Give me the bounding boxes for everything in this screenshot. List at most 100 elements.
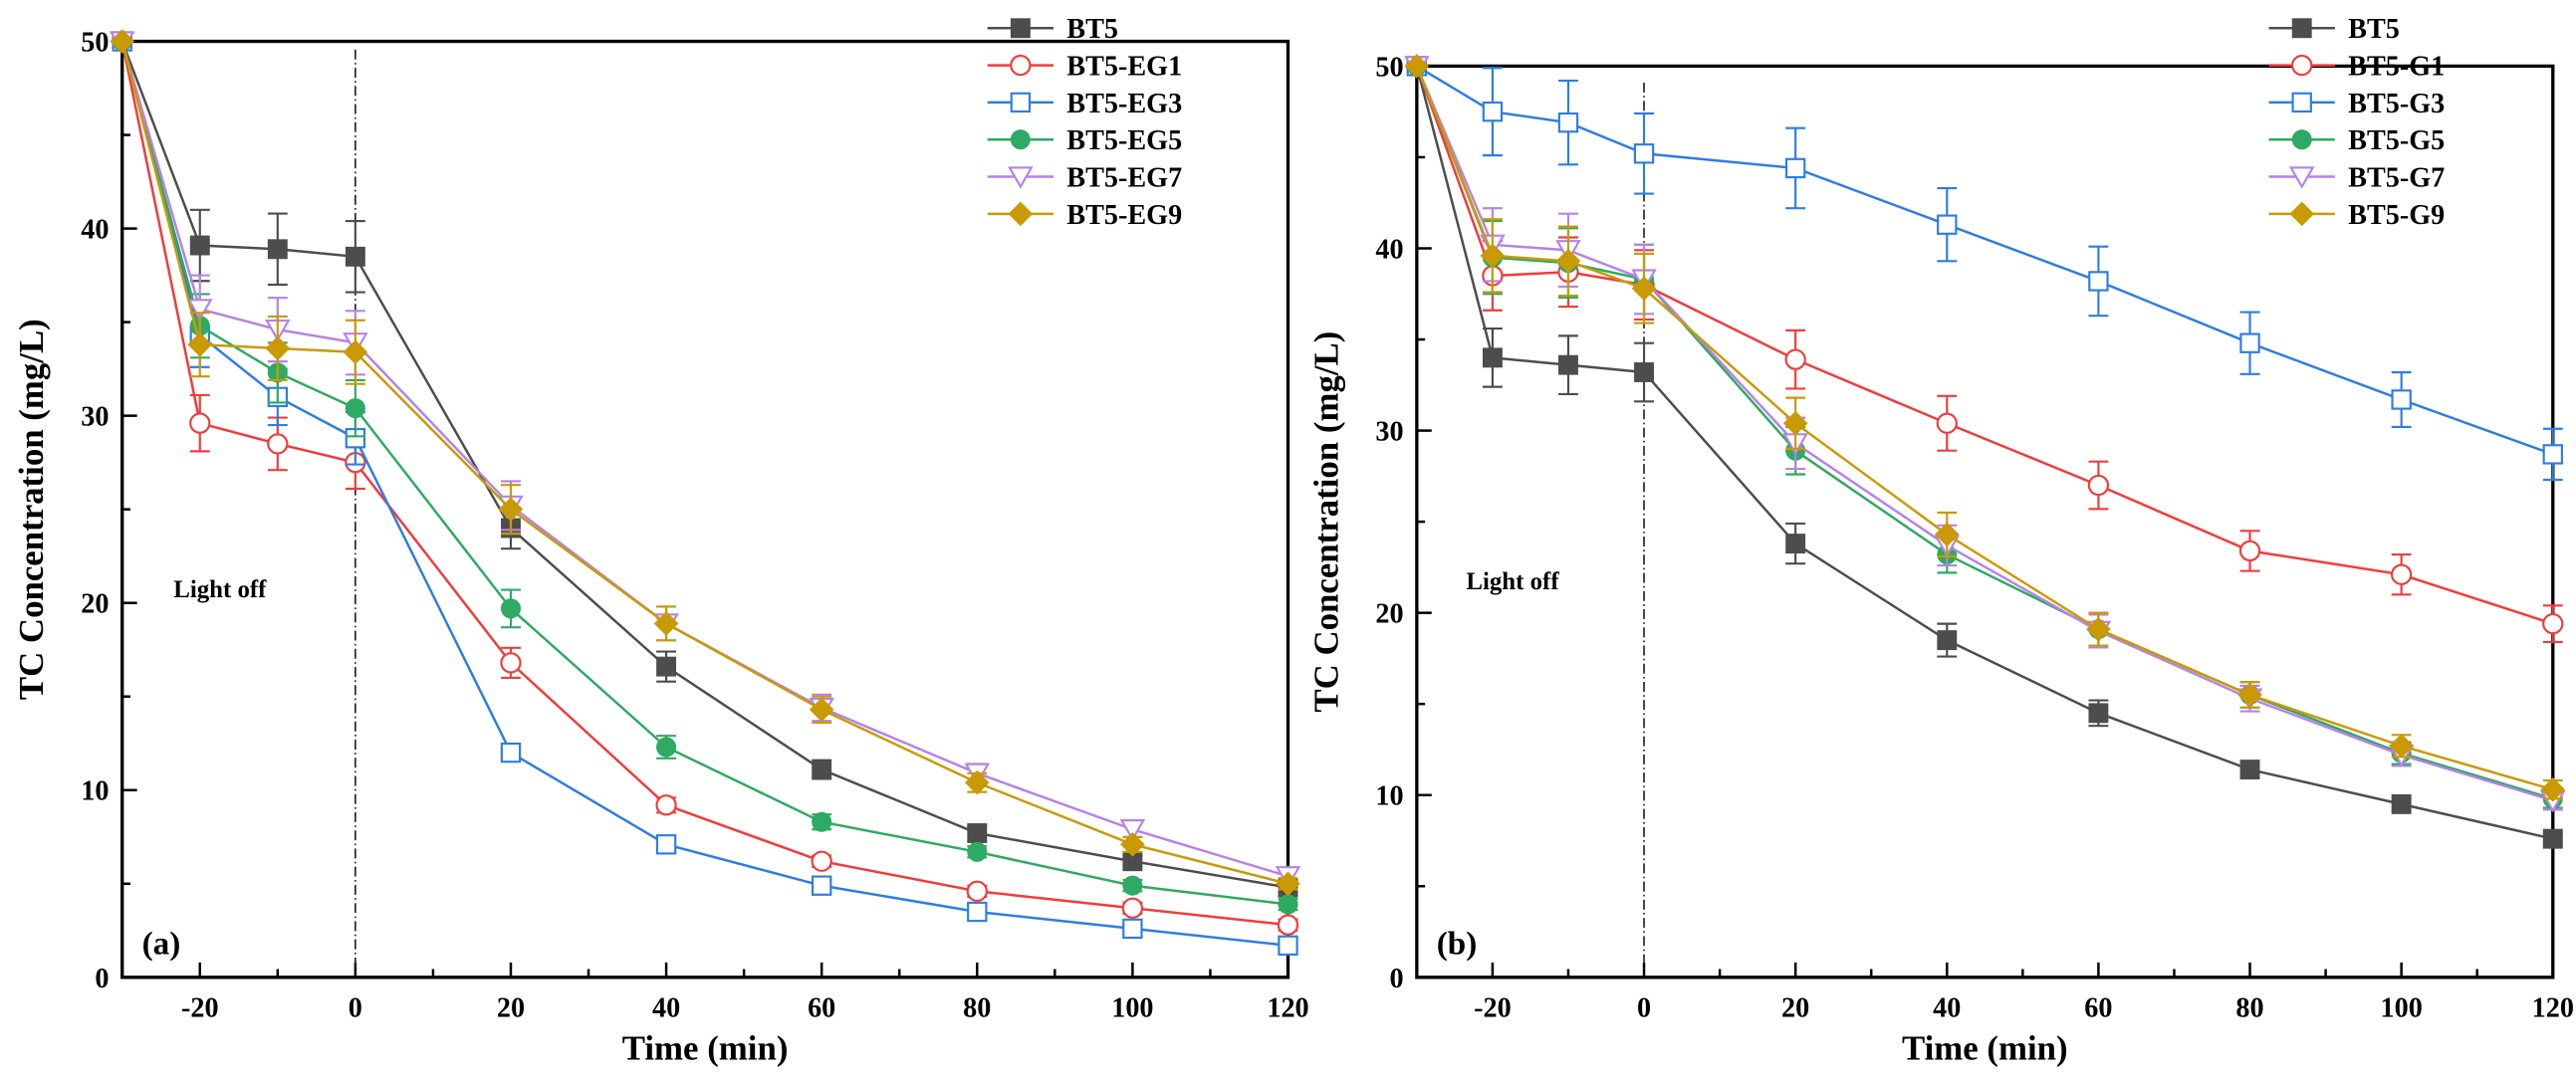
x-tick-label: 20 bbox=[1781, 993, 1809, 1024]
legend-marker bbox=[1010, 18, 1031, 39]
x-tick-label: 40 bbox=[1933, 993, 1961, 1024]
series-line bbox=[1415, 65, 2554, 802]
data-point bbox=[656, 737, 677, 758]
data-point bbox=[345, 246, 365, 267]
data-point bbox=[189, 235, 210, 256]
legend-entry: BT5-EG7 bbox=[987, 162, 1182, 193]
series-bt5-eg5 bbox=[112, 31, 1298, 915]
data-point bbox=[1278, 894, 1298, 915]
x-tick-label: -20 bbox=[1474, 993, 1512, 1024]
legend-entry: BT5 bbox=[2268, 14, 2400, 45]
data-point bbox=[1631, 276, 1657, 302]
legend-entry: BT5-EG3 bbox=[987, 89, 1182, 119]
data-point bbox=[2237, 682, 2262, 708]
series-bt5-g3 bbox=[1406, 56, 2563, 482]
legend-label: BT5 bbox=[1066, 14, 1118, 45]
legend-label: BT5-EG1 bbox=[1066, 52, 1182, 83]
data-point bbox=[2391, 389, 2412, 410]
data-point bbox=[2239, 332, 2260, 353]
data-point bbox=[967, 901, 988, 923]
data-point bbox=[964, 769, 990, 795]
series-line bbox=[120, 41, 1288, 927]
data-point bbox=[343, 339, 368, 365]
legend-marker bbox=[2291, 129, 2312, 150]
data-point bbox=[811, 875, 832, 896]
y-tick-label: 10 bbox=[1375, 781, 1403, 812]
legend-marker bbox=[1008, 166, 1034, 189]
data-point bbox=[2540, 776, 2566, 802]
data-point bbox=[1482, 101, 1504, 122]
data-point bbox=[498, 497, 524, 522]
data-point bbox=[1784, 157, 1806, 179]
data-point bbox=[655, 834, 677, 855]
x-axis-label: Time (min) bbox=[622, 1029, 789, 1068]
legend-label: BT5-G1 bbox=[2348, 52, 2445, 83]
legend-marker bbox=[1010, 129, 1031, 150]
data-point bbox=[110, 29, 135, 54]
x-tick-label: 80 bbox=[963, 993, 991, 1024]
series-bt5-eg3 bbox=[112, 31, 1298, 957]
data-point bbox=[1278, 935, 1298, 957]
y-axis-label: TC Concentration (mg/L) bbox=[1306, 331, 1345, 713]
data-point bbox=[967, 823, 988, 843]
data-point bbox=[1937, 214, 1958, 235]
data-point bbox=[1122, 875, 1143, 896]
legend-label: BT5-EG7 bbox=[1066, 162, 1182, 193]
data-point bbox=[655, 794, 677, 816]
data-point bbox=[265, 335, 291, 361]
legend-marker bbox=[2291, 92, 2312, 113]
data-point bbox=[809, 697, 834, 723]
data-point bbox=[1121, 897, 1144, 919]
data-point bbox=[967, 841, 988, 862]
series-line bbox=[1415, 65, 2554, 800]
legend-entry: BT5-G9 bbox=[2268, 200, 2445, 231]
data-point bbox=[1277, 914, 1299, 936]
panel-label: (a) bbox=[142, 926, 181, 963]
x-tick-label: 120 bbox=[1267, 993, 1308, 1024]
data-point bbox=[1934, 522, 1960, 547]
data-point bbox=[1784, 348, 1806, 370]
data-point bbox=[1119, 819, 1146, 842]
data-point bbox=[1120, 831, 1145, 857]
x-axis-label: Time (min) bbox=[1902, 1029, 2068, 1068]
data-point bbox=[1785, 534, 1806, 554]
y-axis-label: TC Concentration (mg/L) bbox=[12, 319, 51, 700]
series-line bbox=[1415, 66, 2554, 840]
data-point bbox=[2088, 703, 2109, 724]
data-point bbox=[1482, 347, 1503, 368]
legend-entry: BT5-G7 bbox=[2268, 162, 2445, 193]
y-tick-label: 50 bbox=[81, 27, 109, 58]
data-point bbox=[812, 811, 832, 832]
legend-entry: BT5-G1 bbox=[2268, 52, 2445, 83]
y-tick-label: 20 bbox=[1375, 599, 1403, 630]
y-tick-label: 40 bbox=[1375, 234, 1403, 265]
data-point bbox=[186, 299, 213, 322]
x-tick-label: 120 bbox=[2532, 993, 2574, 1024]
x-tick-label: 100 bbox=[2381, 993, 2423, 1024]
series-bt5-eg1 bbox=[112, 30, 1299, 936]
legend-marker bbox=[1010, 54, 1032, 77]
data-point bbox=[2542, 828, 2563, 849]
data-point bbox=[2542, 612, 2564, 635]
data-point bbox=[1937, 630, 1958, 651]
x-tick-label: 20 bbox=[497, 993, 525, 1024]
legend-entry: BT5 bbox=[987, 14, 1118, 45]
data-point bbox=[1633, 143, 1655, 164]
legend-label: BT5 bbox=[2348, 14, 2400, 45]
x-tick-label: 60 bbox=[808, 993, 835, 1024]
x-tick-label: 0 bbox=[349, 993, 362, 1024]
x-tick-label: 80 bbox=[2235, 993, 2263, 1024]
data-point bbox=[2086, 616, 2111, 642]
legend-label: BT5-G3 bbox=[2348, 89, 2445, 119]
x-tick-label: 0 bbox=[1637, 993, 1651, 1024]
panel-a: -20 0 20 40 60 80 100 120 0 10 20 30 40 50 Time (min) T… bbox=[12, 14, 1309, 1068]
legend-label: BT5-EG5 bbox=[1066, 125, 1182, 156]
data-point bbox=[812, 760, 832, 780]
legend-entry: BT5-G3 bbox=[2268, 89, 2445, 119]
data-point bbox=[1634, 362, 1654, 382]
data-point bbox=[811, 850, 832, 872]
data-point bbox=[500, 598, 522, 619]
data-point bbox=[653, 611, 679, 636]
data-point bbox=[2391, 793, 2412, 814]
data-point bbox=[1122, 918, 1143, 940]
